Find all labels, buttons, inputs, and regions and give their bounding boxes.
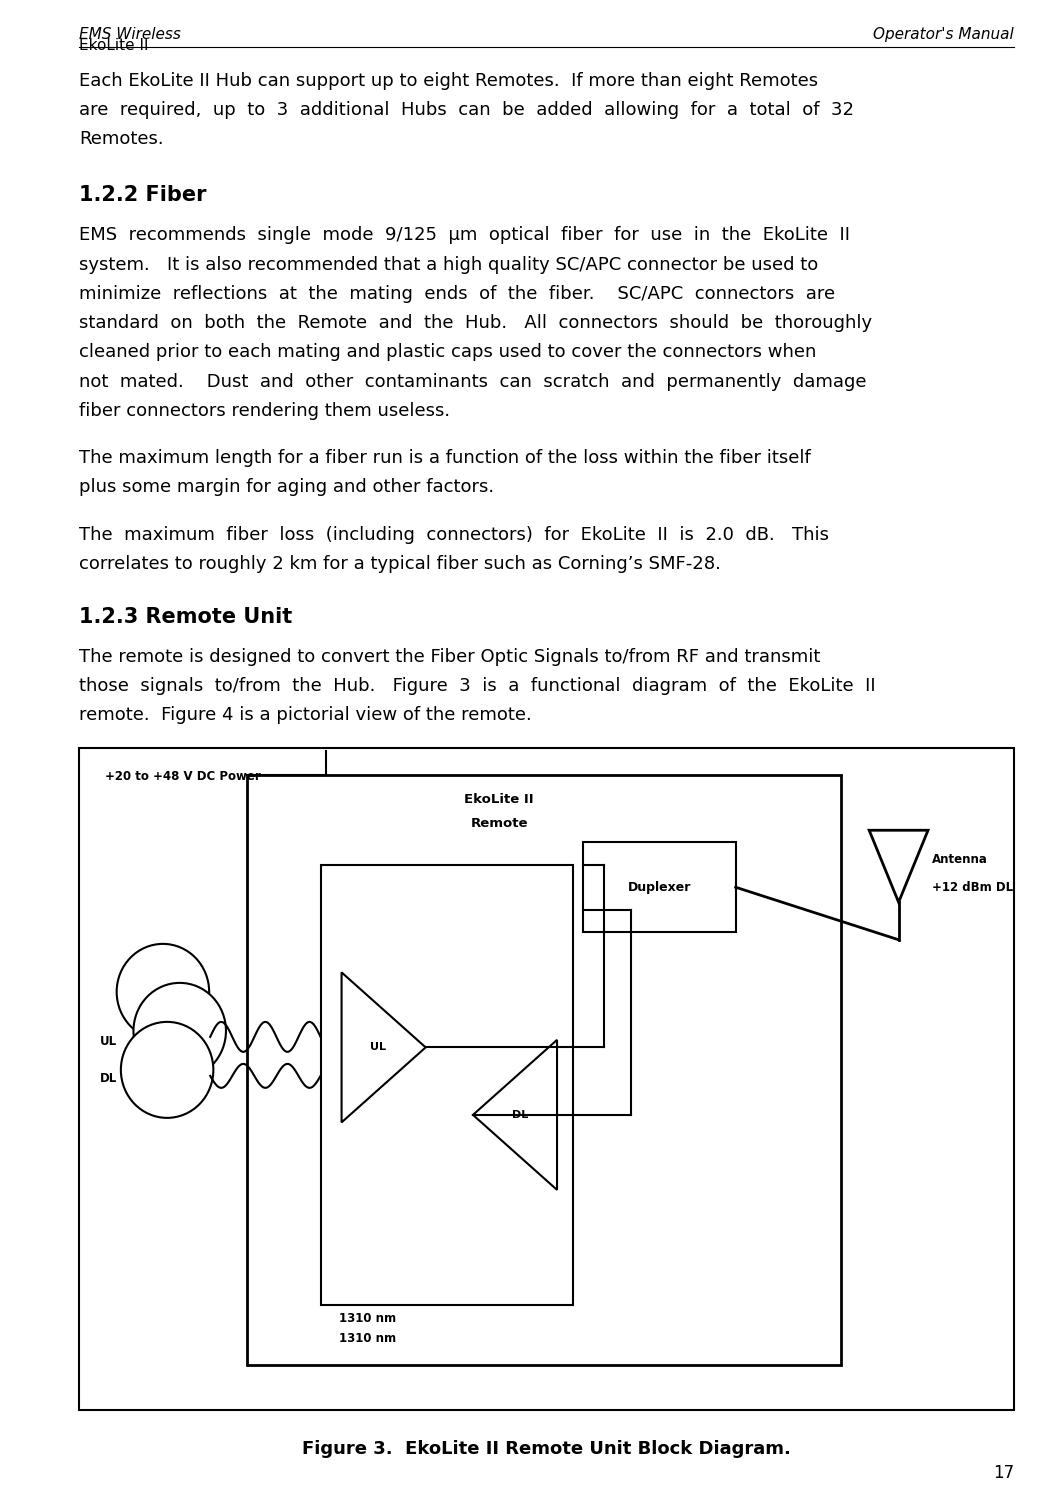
Text: Figure 3.  EkoLite II Remote Unit Block Diagram.: Figure 3. EkoLite II Remote Unit Block D… [302,1440,791,1458]
Text: 1.2.2 Fiber: 1.2.2 Fiber [79,186,206,206]
Text: EMS Wireless: EMS Wireless [79,27,181,42]
Bar [79,747,1014,1410]
Text: The remote is designed to convert the Fiber Optic Signals to/from RF and transmi: The remote is designed to convert the Fi… [79,648,820,666]
Text: are  required,  up  to  3  additional  Hubs  can  be  added  allowing  for  a  t: are required, up to 3 additional Hubs ca… [79,102,853,120]
Text: EMS  recommends  single  mode  9/125  μm  optical  fiber  for  use  in  the  Eko: EMS recommends single mode 9/125 μm opti… [79,226,850,244]
Text: Antenna: Antenna [932,852,988,865]
Text: remote.  Figure 4 is a pictorial view of the remote.: remote. Figure 4 is a pictorial view of … [79,706,532,724]
Text: cleaned prior to each mating and plastic caps used to cover the connectors when: cleaned prior to each mating and plastic… [79,344,817,362]
Text: Operator's Manual: Operator's Manual [873,27,1014,42]
Text: Duplexer: Duplexer [627,880,692,894]
Text: 1310 nm: 1310 nm [339,1312,396,1326]
Text: +12 dBm DL: +12 dBm DL [932,882,1013,894]
Ellipse shape [133,982,226,1078]
Text: The maximum length for a fiber run is a function of the loss within the fiber it: The maximum length for a fiber run is a … [79,448,810,466]
Text: plus some margin for aging and other factors.: plus some margin for aging and other fac… [79,478,494,496]
Bar [583,842,736,932]
Text: Remotes.: Remotes. [79,130,164,148]
Ellipse shape [117,944,209,1040]
Text: not  mated.    Dust  and  other  contaminants  can  scratch  and  permanently  d: not mated. Dust and other contaminants c… [79,372,866,390]
Text: Remote: Remote [471,816,528,830]
Text: UL: UL [370,1042,387,1053]
Text: correlates to roughly 2 km for a typical fiber such as Corning’s SMF-28.: correlates to roughly 2 km for a typical… [79,555,721,573]
Ellipse shape [121,1022,213,1118]
Text: 17: 17 [993,1464,1014,1482]
Text: minimize  reflections  at  the  mating  ends  of  the  fiber.    SC/APC  connect: minimize reflections at the mating ends … [79,285,834,303]
Text: standard  on  both  the  Remote  and  the  Hub.   All  connectors  should  be  t: standard on both the Remote and the Hub.… [79,314,872,332]
Text: 1.2.3 Remote Unit: 1.2.3 Remote Unit [79,606,292,627]
Text: system.   It is also recommended that a high quality SC/APC connector be used to: system. It is also recommended that a hi… [79,255,818,273]
Bar [247,774,841,1365]
Text: EkoLite II: EkoLite II [465,792,534,806]
Text: DL: DL [100,1072,117,1086]
Text: 1310 nm: 1310 nm [339,1332,396,1346]
Bar [321,864,573,1305]
Text: Each EkoLite II Hub can support up to eight Remotes.  If more than eight Remotes: Each EkoLite II Hub can support up to ei… [79,72,818,90]
Text: fiber connectors rendering them useless.: fiber connectors rendering them useless. [79,402,450,420]
Text: EkoLite II: EkoLite II [79,38,148,52]
Text: UL: UL [100,1035,117,1048]
Text: those  signals  to/from  the  Hub.   Figure  3  is  a  functional  diagram  of  : those signals to/from the Hub. Figure 3 … [79,676,875,694]
Text: DL: DL [512,1110,529,1120]
Text: The  maximum  fiber  loss  (including  connectors)  for  EkoLite  II  is  2.0  d: The maximum fiber loss (including connec… [79,525,829,543]
Text: +20 to +48 V DC Power: +20 to +48 V DC Power [105,770,261,783]
